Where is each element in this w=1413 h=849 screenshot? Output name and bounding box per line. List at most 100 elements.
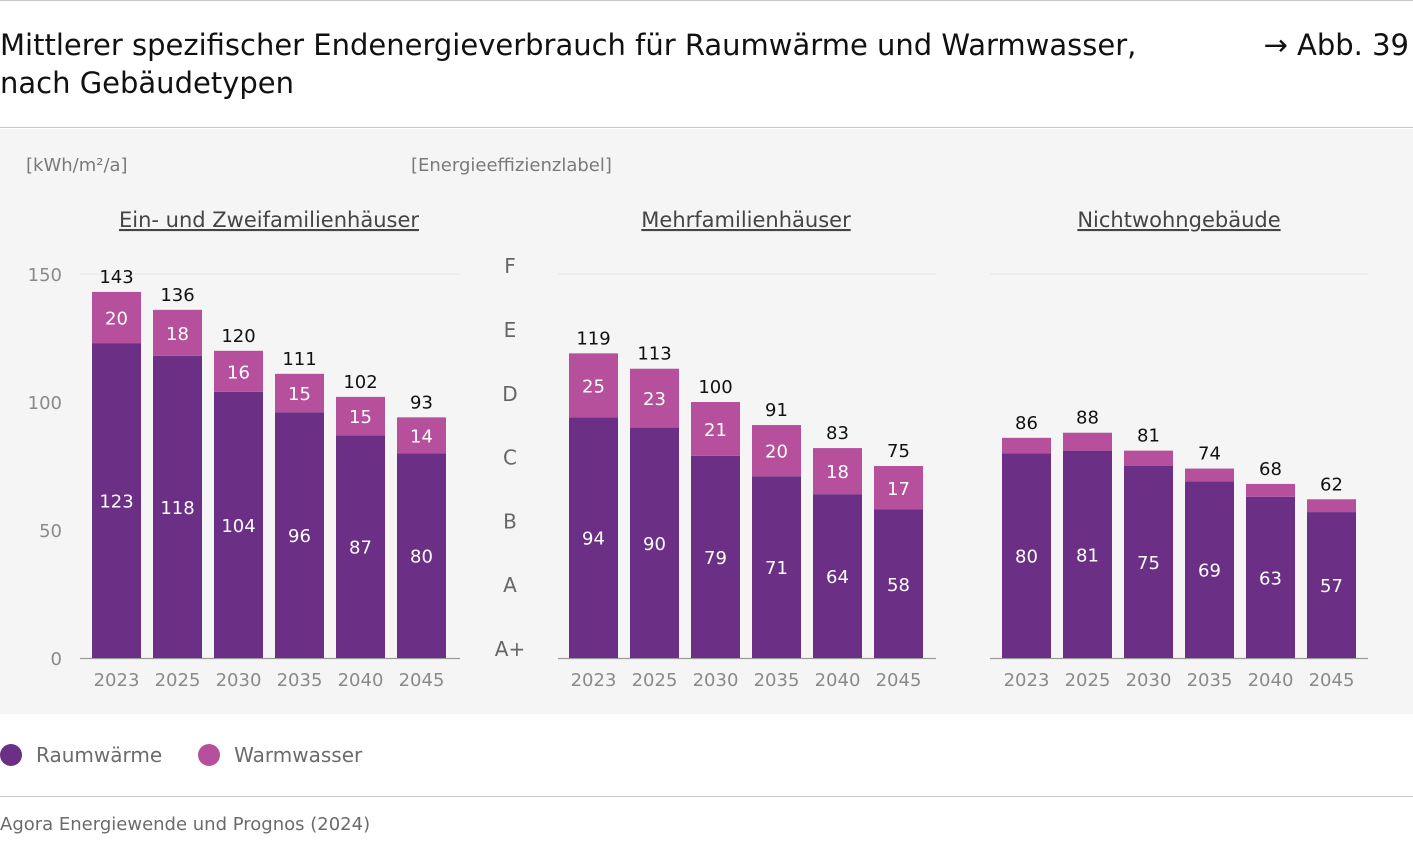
x-tick-label: 2035 xyxy=(1187,670,1233,691)
data-label-raumwaerme: 58 xyxy=(887,575,910,596)
data-label-total: 102 xyxy=(343,372,377,393)
bar-raumwaerme xyxy=(153,355,202,658)
bar-warmwasser xyxy=(397,417,446,454)
data-label-total: 62 xyxy=(1320,474,1343,495)
bar-raumwaerme xyxy=(630,427,679,658)
bar-raumwaerme xyxy=(1002,453,1051,658)
x-tick-label: 2035 xyxy=(277,670,323,691)
x-tick-label: 2030 xyxy=(216,670,262,691)
data-label-total: 81 xyxy=(1137,426,1160,447)
data-label-raumwaerme: 79 xyxy=(704,548,727,569)
data-label-warmwasser: 17 xyxy=(887,479,910,500)
data-label-raumwaerme: 90 xyxy=(643,534,666,555)
bar-warmwasser xyxy=(630,368,679,428)
y-tick-label: 150 xyxy=(28,265,62,286)
bar-raumwaerme xyxy=(1063,450,1112,658)
bar-warmwasser xyxy=(214,350,263,392)
panel-title-3: Nichtwohngebäude xyxy=(1077,208,1280,232)
data-label-total: 83 xyxy=(826,423,849,444)
bar-warmwasser xyxy=(691,402,740,456)
bar-warmwasser xyxy=(569,353,618,418)
bar-warmwasser xyxy=(153,309,202,356)
bar-raumwaerme xyxy=(397,453,446,658)
data-label-raumwaerme: 69 xyxy=(1198,561,1221,582)
data-label-warmwasser: 18 xyxy=(166,324,189,345)
data-label-raumwaerme: 63 xyxy=(1259,568,1282,589)
data-label-total: 143 xyxy=(99,267,133,288)
bar-raumwaerme xyxy=(813,494,862,658)
data-label-warmwasser: 14 xyxy=(410,426,433,447)
data-label-raumwaerme: 75 xyxy=(1137,553,1160,574)
efficiency-label: C xyxy=(503,446,517,470)
plot-layer: Ein- und Zweifamilienhäuser 0 50 100 150 123 2… xyxy=(28,208,1368,691)
top-rule xyxy=(0,0,1413,1)
efficiency-label: A xyxy=(503,573,517,597)
chart-title-line-1: Mittlerer spezifischer Endenergieverbrau… xyxy=(0,28,1137,62)
bar-warmwasser xyxy=(275,373,324,413)
bar-raumwaerme xyxy=(275,412,324,658)
legend-label-warmwasser: Warmwasser xyxy=(234,743,363,767)
efficiency-label: E xyxy=(504,318,517,342)
x-tick-label: 2023 xyxy=(571,670,617,691)
panel-title-2: Mehrfamilienhäuser xyxy=(641,208,851,232)
efficiency-label: B xyxy=(503,509,517,533)
bar-raumwaerme xyxy=(752,476,801,658)
bar-raumwaerme xyxy=(1185,481,1234,658)
x-tick-label: 2040 xyxy=(815,670,861,691)
data-label-total: 119 xyxy=(576,328,610,349)
x-tick-label: 2045 xyxy=(399,670,445,691)
data-label-total: 88 xyxy=(1076,408,1099,429)
efficiency-label: F xyxy=(504,254,516,278)
bar-warmwasser xyxy=(874,466,923,510)
data-label-raumwaerme: 118 xyxy=(160,498,194,519)
panel-title-1: Ein- und Zweifamilienhäuser xyxy=(119,208,419,232)
data-label-raumwaerme: 80 xyxy=(1015,547,1038,568)
bar-warmwasser xyxy=(336,396,385,436)
data-label-total: 93 xyxy=(410,392,433,413)
bar-raumwaerme xyxy=(336,435,385,658)
x-tick-label: 2045 xyxy=(876,670,922,691)
data-label-warmwasser: 18 xyxy=(826,462,849,483)
data-label-total: 120 xyxy=(221,326,255,347)
bar-warmwasser xyxy=(752,425,801,477)
bar-raumwaerme xyxy=(569,417,618,658)
figure-reference-link[interactable]: → Abb. 39 xyxy=(1263,28,1409,62)
efficiency-label: D xyxy=(502,382,517,406)
legend-item-warmwasser: Warmwasser xyxy=(198,743,362,767)
bar-warmwasser xyxy=(92,291,141,344)
bar-warmwasser xyxy=(1246,483,1295,497)
data-label-warmwasser: 15 xyxy=(349,407,372,428)
x-tick-label: 2025 xyxy=(155,670,201,691)
y-tick-label: 100 xyxy=(28,393,62,414)
bar-raumwaerme xyxy=(1246,496,1295,658)
data-label-raumwaerme: 104 xyxy=(221,516,255,537)
bar-raumwaerme xyxy=(214,391,263,658)
source-note: Agora Energiewende und Prognos (2024) xyxy=(0,814,371,835)
x-tick-label: 2030 xyxy=(1126,670,1172,691)
x-tick-label: 2023 xyxy=(1004,670,1050,691)
data-label-warmwasser: 20 xyxy=(105,309,128,330)
data-label-raumwaerme: 81 xyxy=(1076,545,1099,566)
bar-warmwasser xyxy=(1063,432,1112,451)
x-tick-label: 2030 xyxy=(693,670,739,691)
y-tick-label: 0 xyxy=(51,649,62,670)
y-tick-label: 50 xyxy=(39,521,62,542)
data-label-raumwaerme: 71 xyxy=(765,558,788,579)
efficiency-label-axis-title: [Energieeffizienzlabel] xyxy=(411,155,612,176)
legend-swatch-warmwasser-icon xyxy=(198,744,221,766)
unit-label: [kWh/m²/a] xyxy=(26,155,128,176)
data-label-total: 100 xyxy=(698,377,732,398)
bar-raumwaerme xyxy=(92,343,141,658)
data-label-raumwaerme: 87 xyxy=(349,538,372,559)
x-tick-label: 2045 xyxy=(1309,670,1355,691)
legend-swatch-raumwaerme-icon xyxy=(0,744,22,766)
chart-title: Mittlerer spezifischer Endenergieverbrau… xyxy=(0,26,1200,102)
bar-raumwaerme xyxy=(1124,466,1173,658)
data-label-raumwaerme: 57 xyxy=(1320,576,1343,597)
source-rule xyxy=(0,796,1413,797)
data-label-total: 68 xyxy=(1259,459,1282,480)
legend-label-raumwaerme: Raumwärme xyxy=(36,743,163,767)
bar-raumwaerme xyxy=(874,509,923,658)
x-tick-label: 2035 xyxy=(754,670,800,691)
bar-warmwasser xyxy=(1002,437,1051,454)
